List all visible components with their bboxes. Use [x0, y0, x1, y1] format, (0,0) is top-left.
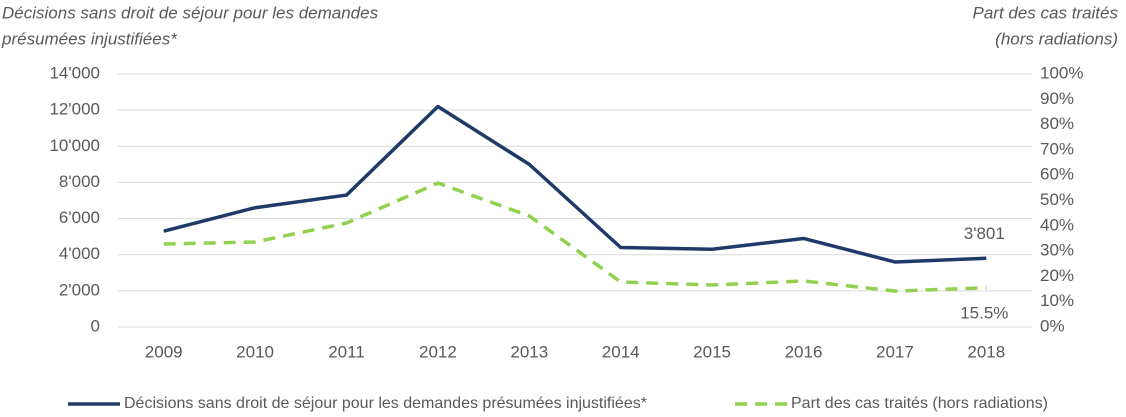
y-tick-label: 12'000 — [49, 100, 100, 119]
y2-tick-label: 50% — [1040, 190, 1074, 209]
x-tick-label: 2011 — [328, 342, 365, 361]
y2-tick-label: 90% — [1040, 89, 1074, 108]
y2-tick-label: 60% — [1040, 165, 1074, 184]
x-tick-label: 2009 — [145, 342, 183, 361]
data-label: 3'801 — [964, 224, 1005, 243]
legend-label: Décisions sans droit de séjour pour les … — [124, 395, 647, 412]
y2-tick-label: 10% — [1040, 291, 1074, 310]
y-tick-label: 8'000 — [59, 172, 100, 191]
data-label: 15.5% — [960, 303, 1008, 322]
y-axis-title: Décisions sans droit de séjour pour les … — [2, 3, 379, 22]
y2-axis-title: Part des cas traités — [972, 3, 1118, 22]
y2-tick-label: 0% — [1040, 316, 1065, 335]
x-tick-label: 2017 — [876, 342, 914, 361]
x-tick-label: 2016 — [785, 342, 823, 361]
y-tick-label: 2'000 — [59, 280, 100, 299]
y2-tick-label: 30% — [1040, 241, 1074, 260]
series-line — [163, 104, 987, 264]
y-tick-label: 0 — [91, 316, 100, 335]
x-tick-label: 2013 — [510, 342, 548, 361]
x-tick-label: 2010 — [236, 342, 274, 361]
y-axis-title: présumées injustifiées* — [1, 29, 178, 48]
y-tick-label: 14'000 — [49, 63, 100, 82]
y2-tick-label: 80% — [1040, 114, 1074, 133]
y-tick-label: 4'000 — [59, 244, 100, 263]
y2-tick-label: 100% — [1040, 63, 1083, 82]
x-tick-label: 2015 — [693, 342, 731, 361]
y-tick-label: 6'000 — [59, 208, 100, 227]
y2-tick-label: 40% — [1040, 215, 1074, 234]
y-tick-label: 10'000 — [49, 136, 100, 155]
x-tick-label: 2012 — [419, 342, 457, 361]
series-line — [163, 181, 987, 293]
y2-tick-label: 70% — [1040, 139, 1074, 158]
y2-tick-label: 20% — [1040, 266, 1074, 285]
y2-axis-title: (hors radiations) — [995, 29, 1118, 48]
legend-label: Part des cas traités (hors radiations) — [791, 395, 1048, 412]
x-tick-label: 2014 — [602, 342, 640, 361]
x-tick-label: 2018 — [967, 342, 1005, 361]
